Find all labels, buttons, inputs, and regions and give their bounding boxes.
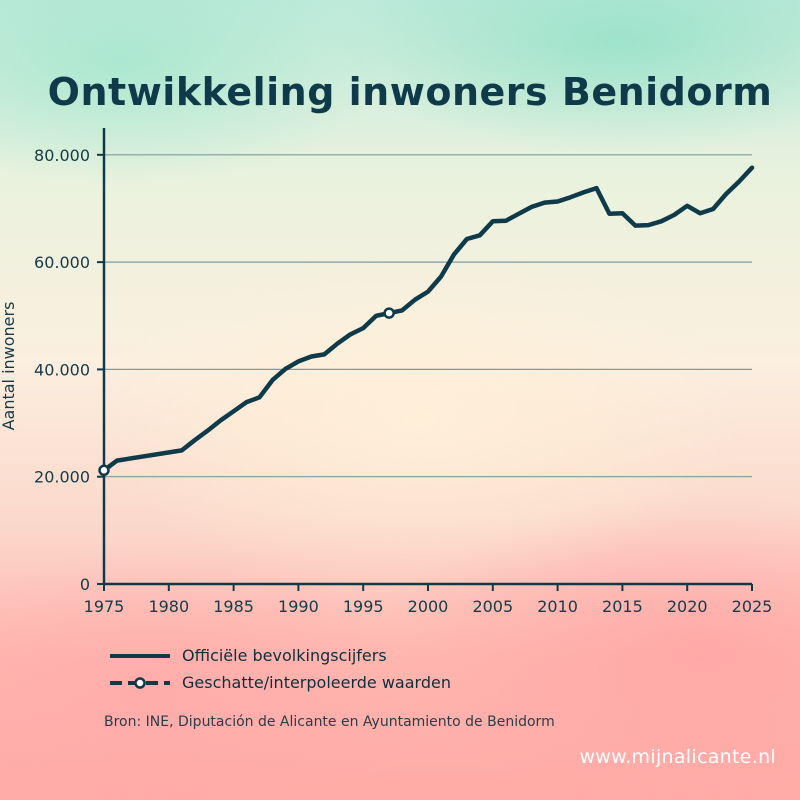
x-tick-label: 2000 bbox=[408, 597, 449, 616]
x-tick-label: 2005 bbox=[472, 597, 513, 616]
x-axis-ticks: 1975 1980 1985 1990 1995 2000 2005 2010 2015 2020… bbox=[84, 584, 773, 616]
x-tick-label: 2025 bbox=[732, 597, 773, 616]
y-tick-label: 40.000 bbox=[34, 360, 90, 379]
y-tick-label: 80.000 bbox=[34, 146, 90, 165]
y-axis-label: Aantal inwoners bbox=[0, 302, 18, 431]
estimated-point-marker bbox=[383, 307, 395, 319]
axes bbox=[102, 128, 752, 586]
y-tick-label: 60.000 bbox=[34, 253, 90, 272]
chart-title: Ontwikkeling inwoners Benidorm bbox=[47, 70, 773, 114]
series-layer bbox=[98, 165, 755, 477]
series-line-official bbox=[101, 165, 755, 473]
y-tick-label: 20.000 bbox=[34, 468, 90, 487]
x-tick-label: 1985 bbox=[213, 597, 254, 616]
x-tick-label: 1995 bbox=[343, 597, 384, 616]
x-tick-label: 2015 bbox=[602, 597, 643, 616]
legend-dashed-marker-icon bbox=[110, 676, 170, 689]
x-tick-label: 1980 bbox=[148, 597, 189, 616]
y-axis-ticks: 0 20.000 40.000 60.000 80.000 bbox=[34, 146, 104, 594]
x-tick-label: 2020 bbox=[667, 597, 708, 616]
legend: Officiële bevolkingscijfers Geschatte/in… bbox=[110, 642, 451, 696]
legend-label-estimated: Geschatte/interpoleerde waarden bbox=[182, 673, 451, 692]
legend-item-official: Officiële bevolkingscijfers bbox=[110, 642, 451, 669]
watermark: www.mijnalicante.nl bbox=[579, 746, 776, 768]
source-note: Bron: INE, Diputación de Alicante en Ayu… bbox=[104, 714, 555, 730]
x-tick-label: 2010 bbox=[537, 597, 578, 616]
x-tick-label: 1990 bbox=[278, 597, 319, 616]
legend-solid-line-icon bbox=[110, 653, 170, 658]
estimated-point-marker bbox=[98, 464, 110, 477]
legend-item-estimated: Geschatte/interpoleerde waarden bbox=[110, 669, 451, 696]
legend-label-official: Officiële bevolkingscijfers bbox=[182, 646, 387, 665]
gridlines bbox=[104, 154, 752, 478]
x-tick-label: 1975 bbox=[84, 597, 125, 616]
y-tick-label: 0 bbox=[80, 575, 90, 594]
